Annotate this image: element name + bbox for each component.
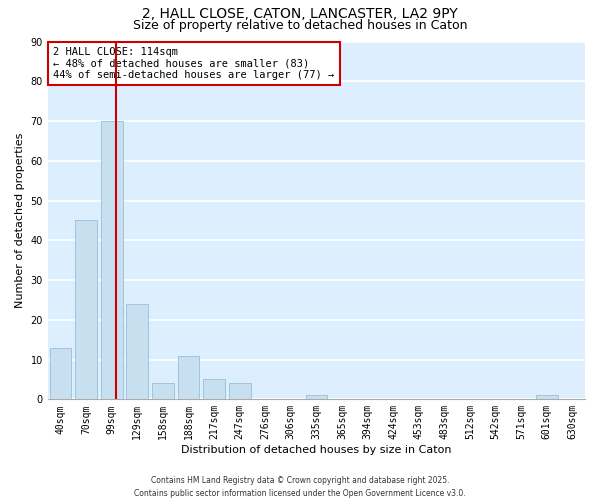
Bar	[536, 396, 557, 400]
Text: 2 HALL CLOSE: 114sqm
← 48% of detached houses are smaller (83)
44% of semi-detac: 2 HALL CLOSE: 114sqm ← 48% of detached h…	[53, 47, 335, 80]
Bar	[305, 396, 327, 400]
X-axis label: Distribution of detached houses by size in Caton: Distribution of detached houses by size …	[181, 445, 452, 455]
Bar	[75, 220, 97, 400]
Bar	[203, 380, 225, 400]
Text: Contains HM Land Registry data © Crown copyright and database right 2025.
Contai: Contains HM Land Registry data © Crown c…	[134, 476, 466, 498]
Bar	[229, 384, 251, 400]
Bar	[178, 356, 199, 400]
Y-axis label: Number of detached properties: Number of detached properties	[15, 132, 25, 308]
Text: Size of property relative to detached houses in Caton: Size of property relative to detached ho…	[133, 18, 467, 32]
Bar	[127, 304, 148, 400]
Bar	[50, 348, 71, 400]
Text: 2, HALL CLOSE, CATON, LANCASTER, LA2 9PY: 2, HALL CLOSE, CATON, LANCASTER, LA2 9PY	[142, 8, 458, 22]
Bar	[152, 384, 174, 400]
Bar	[101, 121, 122, 400]
